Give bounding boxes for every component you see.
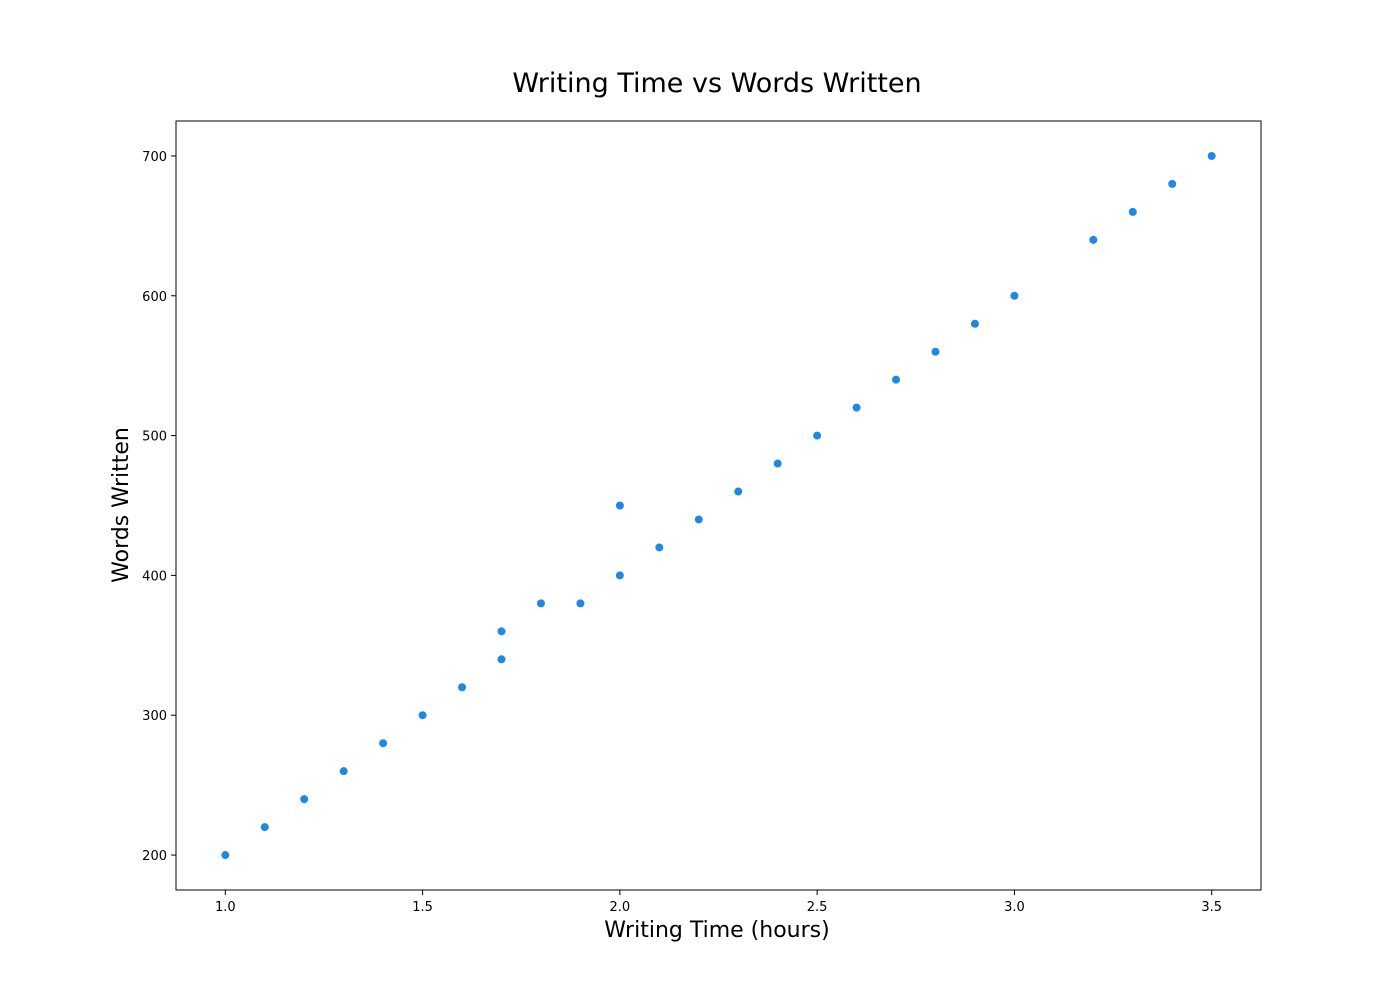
y-axis-label: Words Written [109, 427, 134, 583]
y-tick-label: 700 [142, 150, 167, 165]
scatter-point [970, 319, 979, 328]
scatter-point [497, 627, 506, 636]
scatter-point [418, 711, 427, 720]
x-tick-label: 1.5 [412, 900, 433, 915]
x-axis-ticks: 1.0 1.5 2.0 2.5 3.0 3.5 [215, 890, 1222, 915]
x-tick-label: 2.5 [807, 900, 828, 915]
scatter-point [497, 655, 506, 664]
scatter-point [1207, 151, 1216, 160]
scatter-point [655, 543, 664, 552]
scatter-point [221, 851, 230, 860]
scatter-point [260, 823, 269, 832]
x-tick-label: 3.5 [1201, 900, 1222, 915]
scatter-point [694, 515, 703, 524]
scatter-point [458, 683, 467, 692]
scatter-point [1089, 235, 1098, 244]
scatter-point [1010, 291, 1019, 300]
scatter-point [852, 403, 861, 412]
scatter-point [615, 571, 624, 580]
scatter-point [1168, 179, 1177, 188]
scatter-point [339, 767, 348, 776]
chart-title: Writing Time vs Words Written [512, 68, 921, 99]
scatter-point [892, 375, 901, 384]
scatter-point [536, 599, 545, 608]
scatter-point [379, 739, 388, 748]
scatter-point [300, 795, 309, 804]
y-tick-label: 400 [142, 569, 167, 584]
scatter-point [1128, 207, 1137, 216]
scatter-point [615, 501, 624, 510]
x-tick-label: 2.0 [610, 900, 631, 915]
y-axis-ticks: 200 300 400 500 600 700 [142, 150, 176, 864]
x-axis-label: Writing Time (hours) [604, 918, 829, 943]
y-tick-label: 500 [142, 430, 167, 445]
plot-area-frame [175, 120, 1262, 891]
x-tick-label: 1.0 [215, 900, 236, 915]
x-tick-label: 3.0 [1004, 900, 1025, 915]
scatter-point [734, 487, 743, 496]
scatter-point [931, 347, 940, 356]
y-tick-label: 600 [142, 290, 167, 305]
y-tick-label: 300 [142, 709, 167, 724]
scatter-point [576, 599, 585, 608]
scatter-point [773, 459, 782, 468]
scatter-point [813, 431, 822, 440]
data-points [221, 151, 1216, 860]
y-tick-label: 200 [142, 849, 167, 864]
